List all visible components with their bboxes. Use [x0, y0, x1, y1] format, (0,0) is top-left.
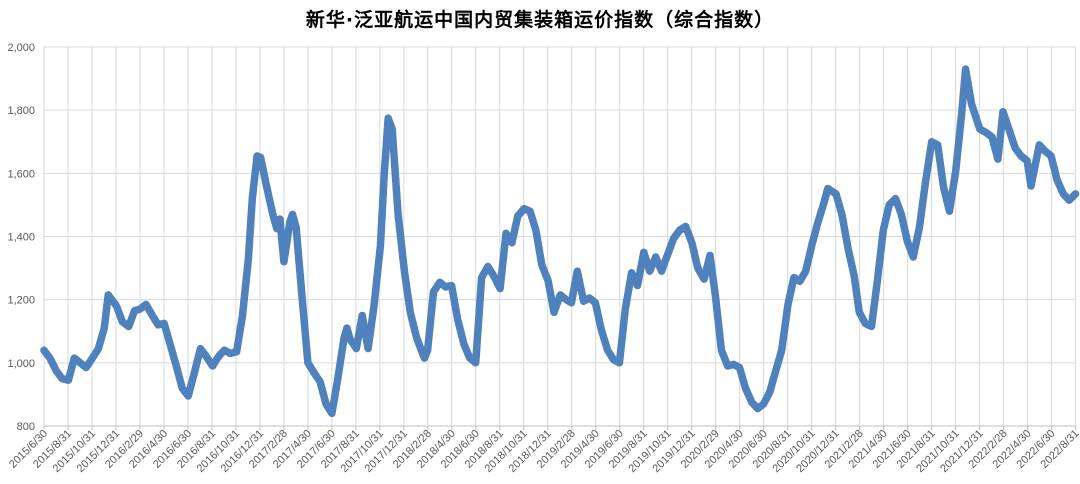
index-line-series [40, 65, 1080, 418]
y-tick-label: 1,800 [7, 105, 35, 117]
y-tick-label: 1,400 [7, 232, 35, 244]
y-tick-label: 2,000 [7, 42, 35, 54]
y-tick-label: 800 [17, 421, 35, 433]
chart-title: 新华·泛亚航运中国内贸集装箱运价指数（综合指数） [305, 9, 775, 31]
y-tick-label: 1,200 [7, 295, 35, 307]
y-tick-label: 1,600 [7, 168, 35, 180]
y-tick-label: 1,000 [7, 358, 35, 370]
